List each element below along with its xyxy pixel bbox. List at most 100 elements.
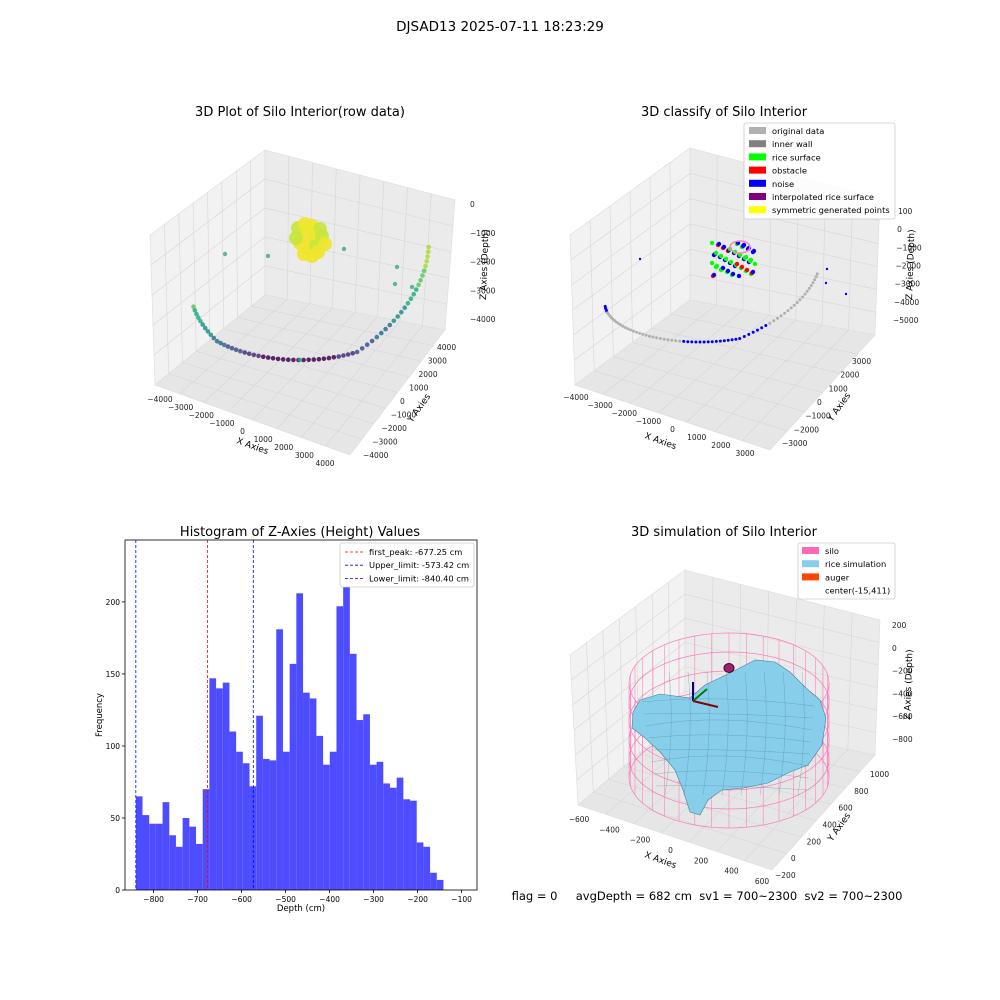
gridline [651,328,841,374]
scatter-point [364,342,370,348]
classified-point [726,338,730,342]
hist-bar [403,799,411,890]
x-tick-label: 2000 [274,443,293,452]
axis-arrow-y [692,688,708,702]
classified-point [811,281,815,285]
classified-point [734,337,738,341]
hist-bar [175,846,183,890]
hist-bar [196,843,203,890]
y-tick-label: 200 [807,837,822,846]
classify-axes-box [569,147,881,451]
scatter-point [238,348,243,354]
x-tick-label: 200 [694,856,709,865]
y-tick-label: 4000 [437,343,456,352]
legend-swatch [749,166,766,174]
surface-mesh [702,671,710,796]
gridline [332,168,337,309]
x-tick-label: −1000 [209,419,235,428]
scatter-point [311,245,325,259]
gridline [251,305,434,346]
sim-tick-labels: −600−400−2000200400600−20002004006008001… [569,621,913,886]
scatter-point [192,308,198,313]
z-tick-label: −2000 [896,262,922,271]
classified-point [686,340,690,344]
z-tick-label: −600 [892,712,913,721]
gridline [399,187,408,322]
legend-label: rice simulation [825,559,886,569]
classified-point [716,241,722,247]
hist-bar [155,823,163,890]
x-tick-label: 0 [240,427,245,436]
scatter-point [218,340,223,346]
scatter-point [421,268,427,274]
gridline [593,791,787,854]
gridline [178,213,183,363]
panel-classify-3d: 3D classify of Silo Interior −4000−3000−… [563,105,922,458]
classified-point [824,281,828,285]
hist-xlabel: Depth (cm) [277,904,325,914]
gridline [613,356,806,412]
classified-point [795,301,799,304]
classified-point [736,273,742,279]
scatter-point [233,347,239,353]
surface-mesh [778,671,786,796]
hist-bar [169,835,176,890]
hist-bar [383,783,390,890]
gridline [192,203,197,352]
gridline [623,766,817,822]
scatter-point [409,284,415,290]
gridline [250,160,252,307]
legend-swatch [749,127,766,134]
scatter-point [402,305,408,311]
classified-point [648,334,651,338]
raw-title: 3D Plot of Silo Interior(row data) [195,105,405,120]
z-tick-label: 100 [898,207,913,216]
x-tick-label: 4000 [315,459,334,468]
classified-point [710,340,714,344]
gridline [594,370,788,432]
hist-legend-frame [339,542,475,588]
classified-point [690,340,694,344]
y-tick-label: 800 [854,787,869,796]
legend-label: Upper_limit: -573.42 cm [369,560,469,570]
surface-mesh [647,734,812,743]
gridline [354,174,361,313]
legend-label: first_peak: -677.25 cm [369,547,462,557]
x-tick-label: −700 [187,895,208,904]
legend-label: silo [825,546,839,556]
classified-point [813,278,817,282]
sim-zlabel: Z Axies (Depth) [903,649,915,720]
surface-mesh [740,671,748,796]
classified-point [741,242,747,248]
hist-bar [356,720,364,890]
y-tick-label: −1000 [391,411,417,420]
classify-ylabel: Y Axies [826,391,854,424]
classified-point [720,265,726,271]
classified-point [789,306,793,310]
surface-mesh [641,698,815,707]
x-tick-label: 3000 [735,449,754,458]
scatter-point [345,352,351,357]
gridline [571,593,880,681]
classified-point [801,295,804,299]
scatter-point [270,356,276,361]
legend-label: symmetric generated points [772,205,890,215]
rice-surface [631,659,827,816]
sim-title: 3D simulation of Silo Interior [631,525,818,540]
surface-mesh [649,749,811,755]
classified-point [629,328,633,332]
scatter-point [426,249,431,255]
gridline [150,178,454,266]
hist-bar [396,777,404,890]
x-tick-label: −400 [319,895,340,904]
scatter-point [194,311,199,317]
raw-floor [154,294,446,456]
classified-point [739,264,745,270]
scatter-point [392,281,398,287]
hist-bar [209,678,217,890]
classified-point [768,321,772,325]
z-tick-label: −1000 [470,229,496,238]
classified-point [844,292,848,296]
scatter-point [251,352,257,358]
scatter-point [229,345,235,351]
